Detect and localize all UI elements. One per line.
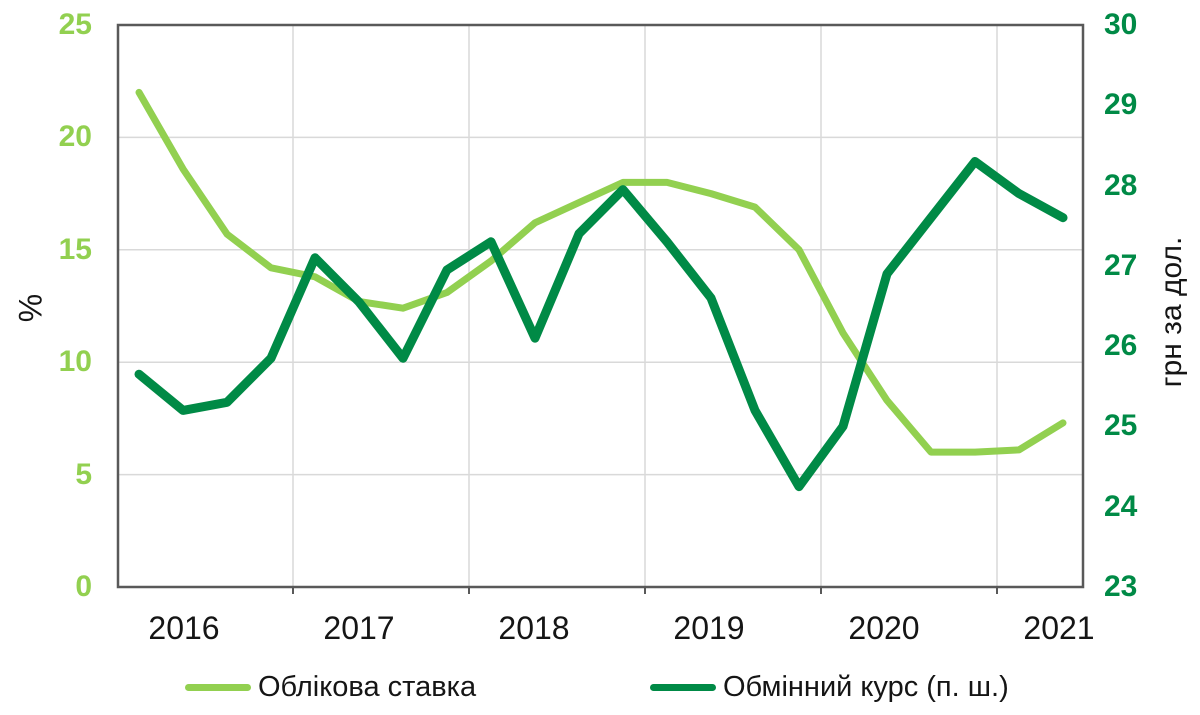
left-axis-tick-5: 5 [75,458,92,491]
left-axis-tick-0: 0 [75,570,92,603]
legend-item-oblikova-stavka: Облікова ставка [185,668,476,706]
x-axis-tick-2019: 2019 [673,610,745,646]
left-axis-tick-25: 25 [58,8,92,41]
right-axis-tick-27: 27 [1104,249,1138,282]
right-axis-tick-25: 25 [1104,409,1138,442]
x-axis-tick-2017: 2017 [323,610,395,646]
series-line-0 [135,88,1067,456]
right-axis-title: грн за дол. [1155,236,1188,388]
right-axis-tick-28: 28 [1104,169,1138,202]
x-axis-tick-2020: 2020 [848,610,920,646]
legend-label-oblikova-stavka: Облікова ставка [258,671,477,703]
left-axis-tick-10: 10 [58,345,92,378]
series-line-1 [134,157,1068,492]
right-axis-tick-23: 23 [1104,570,1138,603]
right-axis-tick-26: 26 [1104,329,1138,362]
left-axis-tick-15: 15 [58,233,92,266]
right-axis-tick-24: 24 [1104,490,1138,523]
legend-item-obminnyi-kurs: Обмінний курс (п. ш.) [650,668,1009,706]
x-axis-tick-2021: 2021 [1023,610,1095,646]
x-axis-tick-2016: 2016 [148,610,220,646]
legend: Облікова ставка Обмінний курс (п. ш.) [0,668,1200,710]
legend-swatch-dark-green-line [650,683,716,691]
right-axis-tick-30: 30 [1104,8,1138,41]
right-axis-tick-29: 29 [1104,88,1138,121]
x-axis-tick-2018: 2018 [498,610,570,646]
left-axis-tick-20: 20 [58,120,92,153]
legend-label-obminnyi-kurs: Обмінний курс (п. ш.) [723,671,1009,703]
left-axis-title: % [12,293,49,323]
legend-swatch-light-green-line [185,683,251,691]
